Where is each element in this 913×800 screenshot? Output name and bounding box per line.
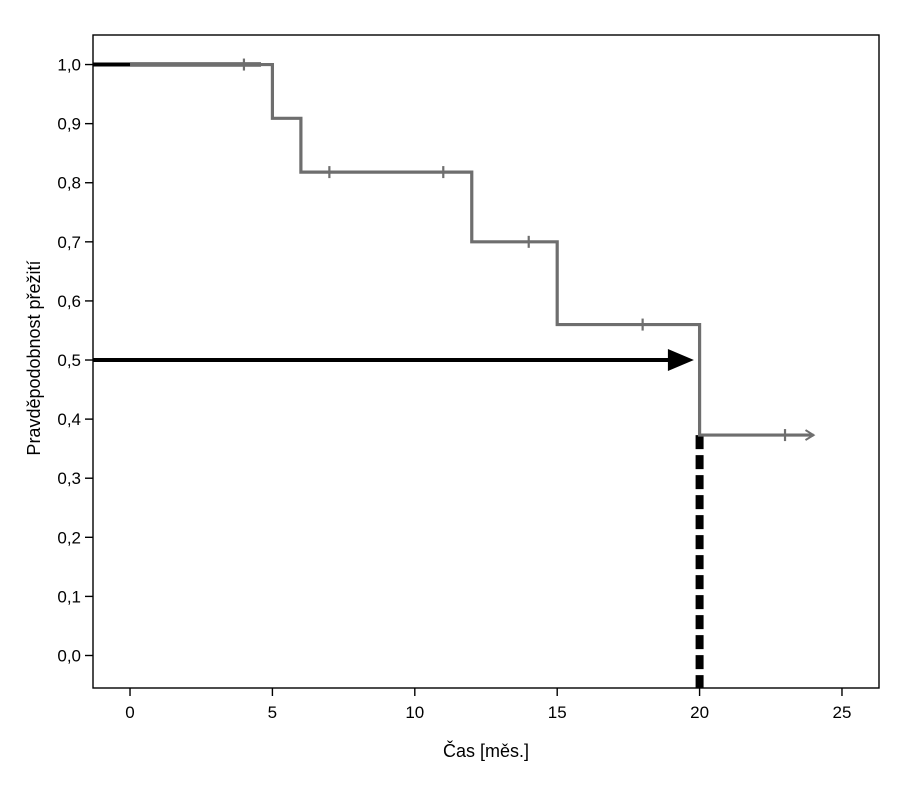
y-tick-label: 0,4 bbox=[57, 410, 81, 429]
y-tick-label: 1,0 bbox=[57, 56, 81, 75]
y-axis-title: Pravděpodobnost přežití bbox=[24, 260, 44, 455]
y-tick-label: 0,8 bbox=[57, 174, 81, 193]
x-axis-title: Čas [měs.] bbox=[443, 740, 529, 761]
y-tick-label: 0,0 bbox=[57, 646, 81, 665]
y-tick-label: 0,7 bbox=[57, 233, 81, 252]
median-arrowhead bbox=[667, 349, 694, 372]
x-tick-label: 20 bbox=[690, 703, 709, 722]
survival-step-line bbox=[130, 62, 814, 437]
axes: 0 5 10 15 20 25 0,0 0,1 0,2 0,3 0,4 0,5 0,6 0,7 0,8 0,9… bbox=[57, 56, 851, 722]
x-tick-label: 5 bbox=[268, 703, 277, 722]
y-tick-label: 0,9 bbox=[57, 115, 81, 134]
y-tick-label: 0,2 bbox=[57, 528, 81, 547]
x-tick-label: 0 bbox=[125, 703, 134, 722]
y-tick-label: 0,3 bbox=[57, 469, 81, 488]
x-tick-label: 15 bbox=[548, 703, 567, 722]
y-tick-label: 0,5 bbox=[57, 351, 81, 370]
x-tick-label: 10 bbox=[405, 703, 424, 722]
survival-series bbox=[130, 58, 816, 442]
y-tick-label: 0,6 bbox=[57, 292, 81, 311]
x-tick-label: 25 bbox=[833, 703, 852, 722]
curve-end-arrowhead bbox=[804, 429, 816, 441]
y-tick-label: 0,1 bbox=[57, 587, 81, 606]
